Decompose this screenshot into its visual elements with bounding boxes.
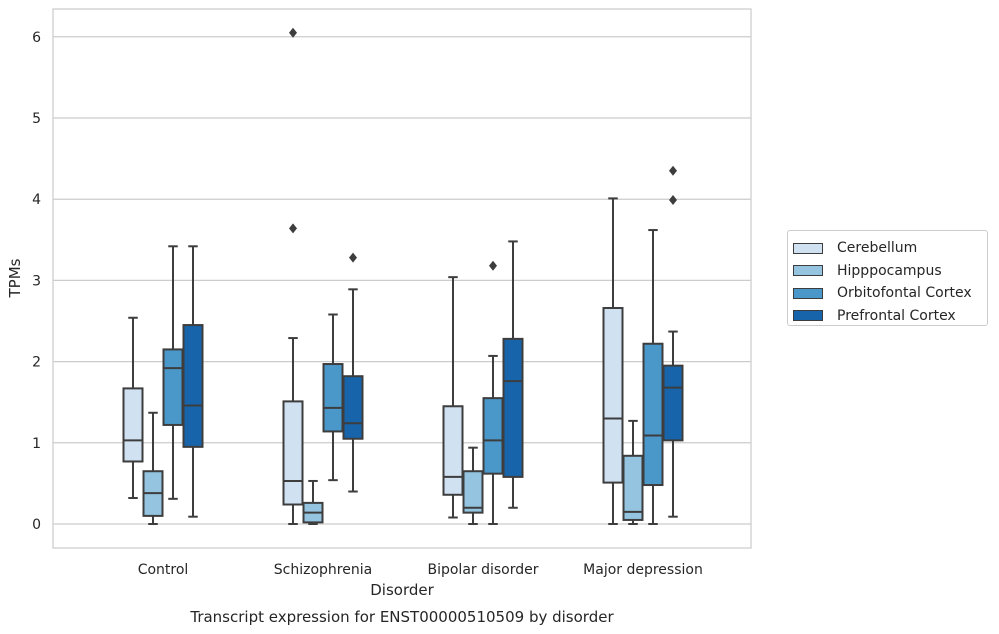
box-orbitofontal-cortex-0 (162, 245, 184, 500)
box-orbitofontal-cortex-3 (642, 229, 664, 525)
y-axis-label: TPMs (6, 258, 24, 298)
y-tick-label: 5 (32, 111, 41, 127)
iqr-box (482, 397, 504, 475)
legend-label: Orbitofontal Cortex (837, 285, 972, 302)
legend-swatch (793, 265, 823, 277)
plot-frame (52, 8, 752, 549)
box-prefrontal-cortex-3 (662, 165, 684, 518)
x-tick-labels: Control Schizophrenia Bipolar disorder Majo… (138, 562, 703, 578)
iqr-box (342, 375, 364, 440)
x-axis-label: Disorder (370, 581, 434, 599)
box-orbitofontal-cortex-2 (482, 260, 504, 525)
y-tick-label: 6 (32, 30, 41, 46)
iqr-box (442, 405, 464, 496)
box-hipppocampus-1 (302, 479, 324, 525)
iqr-box (282, 400, 304, 506)
legend-label: Cerebellum (837, 240, 918, 257)
x-tick-label: Control (138, 562, 189, 578)
y-tick-labels: 0 1 2 3 4 5 6 (32, 30, 41, 533)
iqr-box (662, 364, 684, 442)
legend-item: Cerebellum (793, 237, 987, 260)
box-prefrontal-cortex-0 (182, 245, 204, 518)
iqr-box (322, 363, 344, 433)
x-tick-label: Schizophrenia (274, 562, 372, 578)
y-tick-label: 3 (32, 273, 41, 289)
outlier-marker (289, 223, 297, 234)
box-orbitofontal-cortex-1 (322, 313, 344, 482)
legend: Cerebellum Hipppocampus Orbitofontal Corte… (787, 230, 988, 326)
outlier-marker (669, 165, 677, 176)
box-prefrontal-cortex-2 (502, 240, 524, 509)
y-tick-label: 2 (32, 355, 41, 371)
box-prefrontal-cortex-1 (342, 252, 364, 493)
outlier-marker (289, 27, 297, 38)
outlier-marker (349, 252, 357, 263)
box-hipppocampus-3 (622, 419, 644, 525)
legend-label: Prefrontal Cortex (837, 307, 956, 324)
iqr-box (602, 307, 624, 484)
legend-label: Hipppocampus (837, 262, 942, 279)
x-tick-label: Bipolar disorder (427, 562, 538, 578)
iqr-box (122, 387, 144, 463)
box-groups (122, 27, 684, 525)
box-cerebellum-3 (602, 197, 624, 525)
box-hipppocampus-0 (142, 411, 164, 525)
x-tick-label: Major depression (583, 562, 703, 578)
legend-item: Orbitofontal Cortex (793, 282, 987, 305)
box-cerebellum-0 (122, 316, 144, 500)
y-tick-label: 4 (32, 192, 41, 208)
iqr-box (162, 348, 184, 426)
y-tick-label: 0 (32, 517, 41, 533)
outlier-marker (669, 195, 677, 206)
box-cerebellum-1 (282, 27, 304, 525)
y-tick-label: 1 (32, 436, 41, 452)
iqr-box (182, 324, 204, 448)
legend-item: Hipppocampus (793, 260, 987, 283)
chart-caption: Transcript expression for ENST0000051050… (189, 608, 614, 626)
legend-swatch (793, 287, 823, 299)
iqr-box (502, 337, 524, 478)
legend-item: Prefrontal Cortex (793, 305, 987, 328)
box-cerebellum-2 (442, 276, 464, 519)
iqr-box (462, 470, 484, 514)
outlier-marker (489, 260, 497, 271)
legend-swatch (793, 242, 823, 254)
iqr-box (622, 454, 644, 521)
iqr-box (642, 342, 664, 487)
box-hipppocampus-2 (462, 446, 484, 525)
legend-swatch (793, 310, 823, 322)
